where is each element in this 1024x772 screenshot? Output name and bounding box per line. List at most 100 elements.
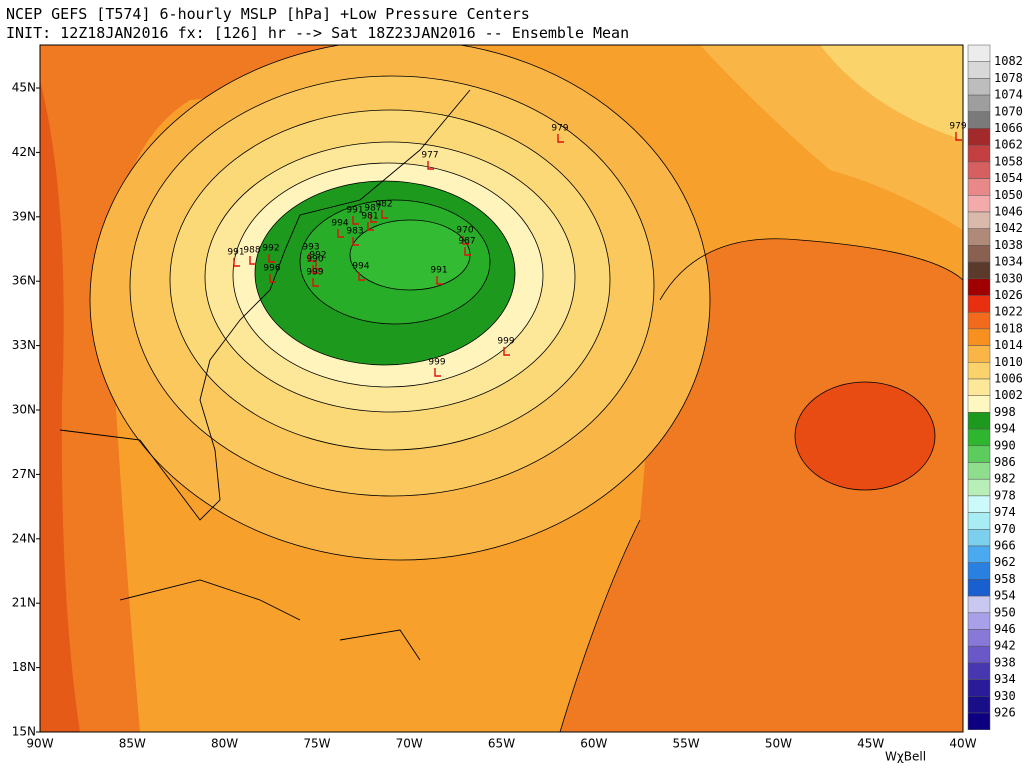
colorbar-swatch (967, 195, 991, 213)
colorbar-swatch (967, 44, 991, 62)
longitude-label: 40W (949, 737, 976, 751)
low-center-value: 999 (306, 268, 323, 278)
colorbar-swatch (967, 529, 991, 547)
colorbar-label: 938 (994, 655, 1016, 669)
low-center-value: 999 (428, 358, 445, 368)
longitude-label: 75W (303, 737, 330, 751)
colorbar-swatch (967, 595, 991, 614)
title-line-1: NCEP GEFS [T574] 6-hourly MSLP [hPa] +Lo… (6, 5, 530, 23)
colorbar-label: 1030 (994, 271, 1023, 285)
colorbar-swatch (967, 61, 991, 79)
latitude-label: 30N (12, 403, 36, 417)
colorbar-swatch (967, 128, 991, 146)
colorbar-label: 1058 (994, 154, 1023, 168)
latitude-label: 21N (12, 596, 36, 610)
colorbar-label: 982 (994, 472, 1016, 486)
low-center-value: 992 (309, 251, 326, 261)
colorbar-label: 966 (994, 539, 1016, 553)
title-line-2: INIT: 12Z18JAN2016 fx: [126] hr --> Sat … (6, 24, 629, 42)
colorbar-label: 958 (994, 572, 1016, 586)
colorbar-swatch (967, 111, 991, 129)
low-center-value: 977 (421, 151, 438, 161)
colorbar-swatch (967, 378, 991, 396)
colorbar-label: 994 (994, 422, 1016, 436)
colorbar-label: 974 (994, 505, 1016, 519)
colorbar-label: 1062 (994, 138, 1023, 152)
low-center-value: 992 (262, 244, 279, 254)
low-center-marker (367, 222, 374, 231)
colorbar-swatch (967, 512, 991, 530)
colorbar-swatch (967, 478, 991, 497)
colorbar-swatch (967, 629, 991, 647)
colorbar-swatch (967, 696, 991, 714)
colorbar-label: 942 (994, 639, 1016, 653)
colorbar-label: 1042 (994, 221, 1023, 235)
colorbar-swatch (967, 662, 991, 680)
colorbar-label: 1078 (994, 71, 1023, 85)
longitude-label: 45W (857, 737, 884, 751)
colorbar-swatch (967, 278, 991, 296)
longitude-label: 65W (488, 737, 515, 751)
colorbar-label: 930 (994, 689, 1016, 703)
low-center-marker (337, 229, 344, 238)
longitude-label: 50W (765, 737, 792, 751)
low-center-value: 970 (456, 226, 473, 236)
colorbar-label: 978 (994, 488, 1016, 502)
colorbar-swatch (967, 78, 991, 96)
low-center-value: 991 (346, 206, 363, 216)
colorbar-label: 1034 (994, 255, 1023, 269)
longitude-label: 90W (26, 737, 53, 751)
longitude-label: 60W (580, 737, 607, 751)
low-center-marker (370, 214, 377, 223)
colorbar-label: 1018 (994, 321, 1023, 335)
low-center-marker (503, 347, 510, 356)
longitude-label: 85W (119, 737, 146, 751)
colorbar-label: 986 (994, 455, 1016, 469)
low-center-marker (269, 274, 276, 283)
low-center-value: 994 (331, 219, 348, 229)
colorbar-swatch (967, 679, 991, 697)
colorbar-label: 954 (994, 589, 1016, 603)
watermark: WχBell (885, 750, 926, 764)
colorbar-label: 990 (994, 438, 1016, 452)
pressure-field (40, 45, 963, 732)
colorbar-swatch (967, 362, 991, 380)
colorbar-swatch (967, 144, 991, 163)
colorbar-swatch (967, 295, 991, 313)
colorbar-swatch (967, 712, 991, 730)
colorbar-swatch (967, 328, 991, 346)
low-center-value: 979 (551, 124, 568, 134)
colorbar-swatch (967, 445, 991, 463)
low-center-marker (358, 272, 365, 281)
longitude-label: 80W (211, 737, 238, 751)
map-frame (39, 44, 964, 733)
colorbar-label: 1074 (994, 88, 1023, 102)
low-center-marker (308, 253, 315, 262)
low-center-value: 981 (361, 212, 378, 222)
colorbar-swatch (967, 245, 991, 263)
latitude-label: 39N (12, 209, 36, 223)
colorbar-label: 1006 (994, 372, 1023, 386)
latitude-label: 36N (12, 274, 36, 288)
colorbar-swatch (967, 395, 991, 413)
colorbar-label: 1070 (994, 104, 1023, 118)
low-center-marker (312, 265, 319, 274)
low-center-value: 991 (430, 266, 447, 276)
low-center-marker (955, 132, 962, 141)
latitude-label: 15N (12, 725, 36, 739)
colorbar-swatch (967, 462, 991, 480)
low-center-marker (249, 256, 256, 265)
colorbar-label: 1010 (994, 355, 1023, 369)
colorbar-swatch (967, 261, 991, 280)
low-center-marker (427, 161, 434, 170)
longitude-label: 70W (396, 737, 423, 751)
low-center-marker (352, 237, 359, 246)
colorbar-label: 1046 (994, 205, 1023, 219)
colorbar-label: 946 (994, 622, 1016, 636)
low-center-marker (557, 134, 564, 143)
colorbar-swatch (967, 645, 991, 664)
low-center-value: 983 (346, 227, 363, 237)
low-center-marker (436, 276, 443, 285)
